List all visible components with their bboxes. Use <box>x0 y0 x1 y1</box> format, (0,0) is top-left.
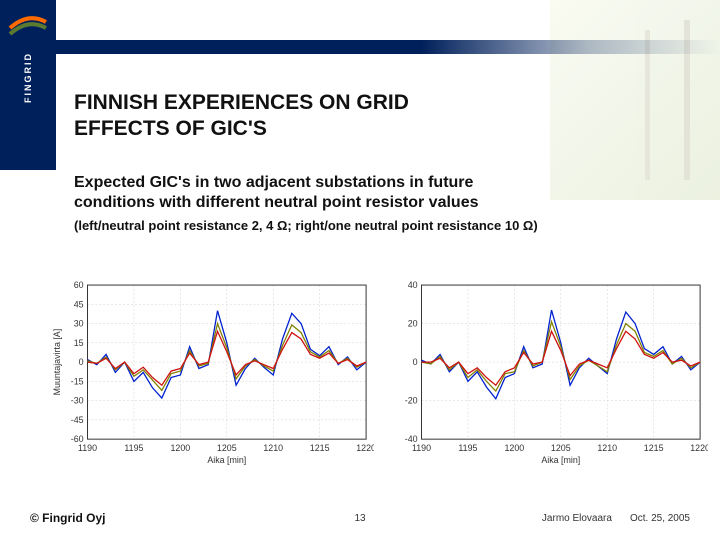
svg-text:40: 40 <box>408 280 418 290</box>
svg-text:-20: -20 <box>405 396 418 406</box>
svg-text:1190: 1190 <box>412 443 431 453</box>
svg-text:-45: -45 <box>71 415 84 425</box>
svg-text:Muuntajavirta [A]: Muuntajavirta [A] <box>52 329 62 396</box>
svg-text:0: 0 <box>413 357 418 367</box>
svg-text:1200: 1200 <box>171 443 191 453</box>
svg-text:0: 0 <box>79 357 84 367</box>
subtitle-line-1: Expected GIC's in two adjacent substatio… <box>74 174 473 191</box>
svg-text:15: 15 <box>74 338 84 348</box>
svg-text:1190: 1190 <box>78 443 97 453</box>
subtitle-line-2: conditions with different neutral point … <box>74 194 479 211</box>
page-title: FINNISH EXPERIENCES ON GRID EFFECTS OF G… <box>74 90 694 143</box>
chart-right: -40-20020401190119512001205121012151220A… <box>382 276 708 466</box>
page-number: 13 <box>354 513 365 524</box>
svg-text:30: 30 <box>74 319 84 329</box>
footer: © Fingrid Oyj 13 Jarmo Elovaara Oct. 25,… <box>0 504 720 540</box>
svg-text:-15: -15 <box>71 376 84 386</box>
svg-text:1215: 1215 <box>310 443 330 453</box>
brand-name: FINGRID <box>23 52 33 103</box>
svg-text:-30: -30 <box>71 396 84 406</box>
logo-swoosh-icon <box>8 10 48 40</box>
svg-text:1220: 1220 <box>356 443 374 453</box>
svg-text:1195: 1195 <box>458 443 477 453</box>
svg-text:Aika [min]: Aika [min] <box>207 455 246 465</box>
date: Oct. 25, 2005 <box>630 513 690 524</box>
svg-text:1210: 1210 <box>263 443 283 453</box>
header-stripe <box>56 40 720 54</box>
chart-left: -60-45-30-150153045601190119512001205121… <box>48 276 374 466</box>
page-subtitle: Expected GIC's in two adjacent substatio… <box>74 173 694 215</box>
svg-text:1205: 1205 <box>217 443 237 453</box>
svg-text:45: 45 <box>74 299 84 309</box>
svg-text:Aika [min]: Aika [min] <box>541 455 580 465</box>
chart-right-svg: -40-20020401190119512001205121012151220A… <box>382 276 708 466</box>
main-content: FINNISH EXPERIENCES ON GRID EFFECTS OF G… <box>74 90 694 233</box>
svg-text:1195: 1195 <box>124 443 143 453</box>
title-line-1: FINNISH EXPERIENCES ON GRID <box>74 91 409 114</box>
svg-text:20: 20 <box>408 319 418 329</box>
chart-left-svg: -60-45-30-150153045601190119512001205121… <box>48 276 374 466</box>
svg-text:1205: 1205 <box>551 443 571 453</box>
brand-logo-block: FINGRID <box>0 0 56 170</box>
svg-text:1210: 1210 <box>597 443 617 453</box>
title-line-2: EFFECTS OF GIC'S <box>74 117 267 140</box>
charts-row: -60-45-30-150153045601190119512001205121… <box>48 276 708 466</box>
svg-text:1200: 1200 <box>505 443 525 453</box>
author: Jarmo Elovaara <box>542 513 612 524</box>
copyright: © Fingrid Oyj <box>30 511 106 525</box>
page-note: (left/neutral point resistance 2, 4 Ω; r… <box>74 218 694 233</box>
svg-text:1220: 1220 <box>690 443 708 453</box>
svg-text:1215: 1215 <box>644 443 664 453</box>
svg-text:60: 60 <box>74 280 84 290</box>
